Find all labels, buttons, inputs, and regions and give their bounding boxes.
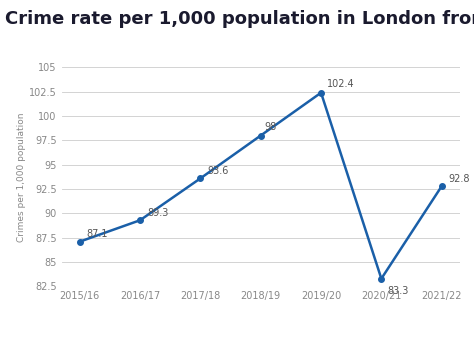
Text: 89.3: 89.3 — [147, 208, 168, 218]
Text: 92.8: 92.8 — [448, 174, 470, 184]
Text: 102.4: 102.4 — [327, 79, 354, 89]
Y-axis label: Crimes per 1,000 population: Crimes per 1,000 population — [17, 112, 26, 242]
Text: 83.3: 83.3 — [387, 286, 408, 296]
Text: 93.6: 93.6 — [207, 166, 228, 176]
Text: Crime rate per 1,000 population in London from 2015/16: Crime rate per 1,000 population in Londo… — [5, 10, 474, 28]
Text: 98: 98 — [265, 122, 277, 132]
Text: 87.1: 87.1 — [87, 229, 108, 240]
